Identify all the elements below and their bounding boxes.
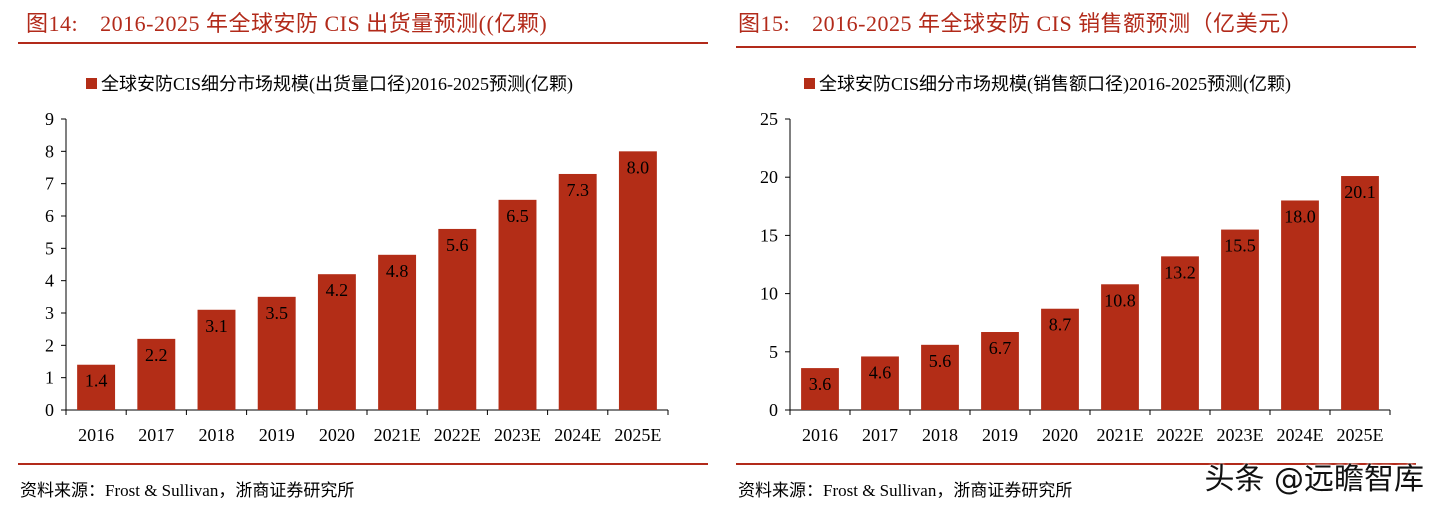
bar: [257, 296, 296, 410]
y-tick-label: 8: [45, 141, 54, 161]
bar-value-label: 10.8: [1104, 290, 1136, 310]
x-tick-label: 2022E: [434, 425, 481, 445]
chart-legend: 全球安防CIS细分市场规模(出货量口径)2016-2025预测(亿颗): [86, 70, 573, 96]
bar: [197, 309, 236, 410]
bar-chart-shipments: 0 1 2 3 4 5 6 7 8 9 1.4 2016 2.2 2017 3.1 2018 3.5 2019 4.…: [45, 109, 669, 445]
figure-title-text: 2016-2025 年全球安防 CIS 出货量预测((亿颗): [100, 11, 548, 36]
bar-value-label: 5.6: [446, 235, 469, 255]
title-rule: [18, 42, 708, 44]
y-tick-label: 7: [45, 174, 54, 194]
x-tick-label: 2020: [1042, 425, 1078, 445]
x-tick-label: 2017: [138, 425, 174, 445]
bar-value-label: 3.5: [265, 303, 288, 323]
bar-value-label: 3.6: [809, 374, 832, 394]
bar: [77, 364, 116, 410]
x-tick-label: 2020: [319, 425, 355, 445]
figure-number: 图14:: [26, 11, 79, 36]
x-tick-label: 2024E: [1277, 425, 1324, 445]
bar-value-label: 3.1: [205, 316, 228, 336]
bar: [861, 356, 899, 410]
bar-value-label: 1.4: [85, 371, 108, 391]
x-tick-label: 2023E: [494, 425, 541, 445]
bar: [137, 338, 176, 410]
x-tick-label: 2019: [982, 425, 1018, 445]
x-tick-label: 2019: [259, 425, 295, 445]
y-tick-label: 1: [45, 368, 54, 388]
y-tick-label: 15: [760, 225, 778, 245]
bar: [1101, 284, 1139, 410]
bar-value-label: 5.6: [929, 351, 952, 371]
x-tick-label: 2017: [862, 425, 898, 445]
bar: [558, 173, 597, 410]
x-tick-label: 2024E: [554, 425, 601, 445]
y-tick-label: 6: [45, 206, 54, 226]
chart-panel-shipments: 图14: 2016-2025 年全球安防 CIS 出货量预测((亿颗) 全球安防C…: [0, 0, 712, 506]
y-tick-label: 9: [45, 109, 54, 129]
y-tick-label: 2: [45, 335, 54, 355]
x-tick-label: 2018: [922, 425, 958, 445]
y-tick-label: 5: [769, 342, 778, 362]
figure-number: 图15:: [738, 11, 791, 36]
bar-value-label: 15.5: [1224, 236, 1256, 256]
bar: [438, 228, 477, 410]
bar-value-label: 7.3: [566, 180, 589, 200]
y-tick-label: 5: [45, 238, 54, 258]
figure-title: 图15: 2016-2025 年全球安防 CIS 销售额预测（亿美元）: [738, 6, 1303, 38]
bar: [498, 199, 537, 410]
bar: [1221, 229, 1259, 410]
bar-value-label: 2.2: [145, 345, 168, 365]
x-tick-label: 2023E: [1217, 425, 1264, 445]
y-tick-label: 0: [45, 400, 54, 420]
title-rule: [736, 46, 1416, 48]
bar-value-label: 4.8: [386, 261, 409, 281]
bar-value-label: 20.1: [1344, 182, 1376, 202]
legend-swatch: [86, 77, 97, 89]
source-note: 资料来源：Frost & Sullivan，浙商证券研究所: [738, 481, 1073, 500]
bar-value-label: 6.5: [506, 206, 529, 226]
bar: [981, 332, 1019, 410]
y-tick-label: 0: [769, 400, 778, 420]
y-tick-label: 4: [45, 271, 54, 291]
bar-value-label: 8.7: [1049, 315, 1072, 335]
x-tick-label: 2021E: [1097, 425, 1144, 445]
bar-chart-sales: 0 5 10 15 20 25 3.6 2016 4.6 2017 5.6 2018 6.7 2019 8.…: [760, 109, 1391, 445]
x-tick-label: 2018: [199, 425, 235, 445]
figure-title-text: 2016-2025 年全球安防 CIS 销售额预测（亿美元）: [812, 11, 1304, 36]
x-tick-label: 2025E: [614, 425, 661, 445]
y-tick-label: 20: [760, 167, 778, 187]
bar-value-label: 4.2: [326, 280, 349, 300]
bar-value-label: 8.0: [627, 157, 650, 177]
bar-value-label: 4.6: [869, 362, 892, 382]
x-tick-label: 2025E: [1337, 425, 1384, 445]
bar: [1161, 256, 1199, 410]
bar: [801, 368, 839, 410]
bar-value-label: 18.0: [1284, 206, 1316, 226]
source-note: 资料来源：Frost & Sullivan，浙商证券研究所: [20, 481, 355, 500]
bar: [317, 274, 356, 410]
legend-label: 全球安防CIS细分市场规模(出货量口径)2016-2025预测(亿颗): [101, 74, 573, 94]
y-tick-label: 25: [760, 109, 778, 129]
watermark: 头条 @远瞻智库: [1204, 462, 1424, 497]
chart-panel-sales: 图15: 2016-2025 年全球安防 CIS 销售额预测（亿美元） 全球安防C…: [732, 0, 1438, 506]
chart-legend: 全球安防CIS细分市场规模(销售额口径)2016-2025预测(亿颗): [804, 70, 1291, 96]
y-tick-label: 3: [45, 303, 54, 323]
bar: [921, 344, 959, 410]
bar: [1281, 200, 1319, 410]
x-tick-label: 2022E: [1157, 425, 1204, 445]
x-tick-label: 2016: [802, 425, 838, 445]
legend-label: 全球安防CIS细分市场规模(销售额口径)2016-2025预测(亿颗): [819, 74, 1291, 94]
y-tick-label: 10: [760, 284, 778, 304]
bar-value-label: 6.7: [989, 338, 1012, 358]
bar: [378, 254, 417, 410]
x-tick-label: 2016: [78, 425, 114, 445]
bar: [618, 151, 657, 411]
bar: [1341, 176, 1379, 410]
source-rule: [736, 463, 1416, 465]
bar: [1041, 308, 1079, 410]
source-rule: [18, 463, 708, 465]
bar-value-label: 13.2: [1164, 262, 1196, 282]
x-tick-label: 2021E: [374, 425, 421, 445]
figure-title: 图14: 2016-2025 年全球安防 CIS 出货量预测((亿颗): [26, 6, 547, 38]
legend-swatch: [804, 77, 815, 89]
